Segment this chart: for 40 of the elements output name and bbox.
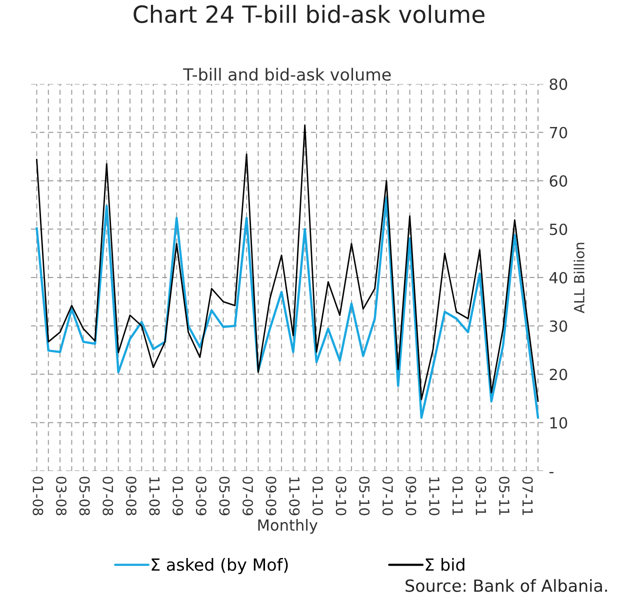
- x-tick-label: 03-10: [336, 476, 346, 516]
- x-tick-label: 11-08: [149, 477, 160, 516]
- x-tick-label: 09-08: [126, 476, 136, 516]
- x-tick-label: 07-10: [382, 476, 393, 516]
- chart-subtitle: T-bill and bid-ask volume: [183, 68, 391, 81]
- x-tick-label: 01-11: [452, 476, 463, 515]
- x-tick-label: 05-09: [219, 476, 230, 516]
- y-tick-label: 40: [549, 272, 568, 284]
- x-tick-label: 03-11: [476, 476, 486, 515]
- legend-label: Σ asked (by Mof): [152, 558, 288, 574]
- source-note: Source: Bank of Albania.: [406, 579, 607, 592]
- x-tick-label: 01-09: [172, 476, 184, 516]
- y-tick-label: -: [549, 472, 554, 474]
- x-tick-label: 03-08: [56, 476, 67, 516]
- line-series: [36, 124, 539, 402]
- x-tick-label: 03-09: [196, 476, 206, 516]
- y-tick-label: 70: [550, 126, 568, 138]
- y-tick-label: 60: [550, 175, 568, 187]
- x-tick-label: 05-08: [79, 476, 90, 516]
- line-series: [36, 196, 540, 419]
- y-tick-label: 10: [550, 417, 568, 429]
- y-tick-label: 20: [550, 368, 568, 380]
- chart-title: Chart 24 T-bill bid-ask volume: [134, 4, 484, 24]
- x-axis-title: Monthly: [258, 518, 318, 534]
- x-tick-label: 07-08: [102, 476, 114, 516]
- y-tick-label: 50: [550, 224, 568, 236]
- x-tick-label: 11-10: [429, 477, 440, 516]
- y-tick-label: 30: [550, 320, 568, 332]
- x-tick-label: 05-10: [359, 476, 370, 516]
- x-tick-label: 11-09: [289, 477, 300, 516]
- x-tick-label: 05-11: [499, 476, 510, 515]
- y-tick-label: 80: [550, 78, 568, 90]
- x-tick-label: 01-08: [32, 476, 44, 516]
- y-axis-title: ALL Billion: [574, 242, 584, 314]
- x-tick-label: 01-10: [312, 476, 323, 516]
- x-tick-label: 09-09: [266, 476, 276, 516]
- x-tick-label: 09-10: [406, 476, 416, 516]
- x-tick-label: 07-09: [242, 476, 254, 516]
- x-tick-label: 07-11: [522, 476, 533, 515]
- legend-label: Σ bid: [426, 558, 464, 571]
